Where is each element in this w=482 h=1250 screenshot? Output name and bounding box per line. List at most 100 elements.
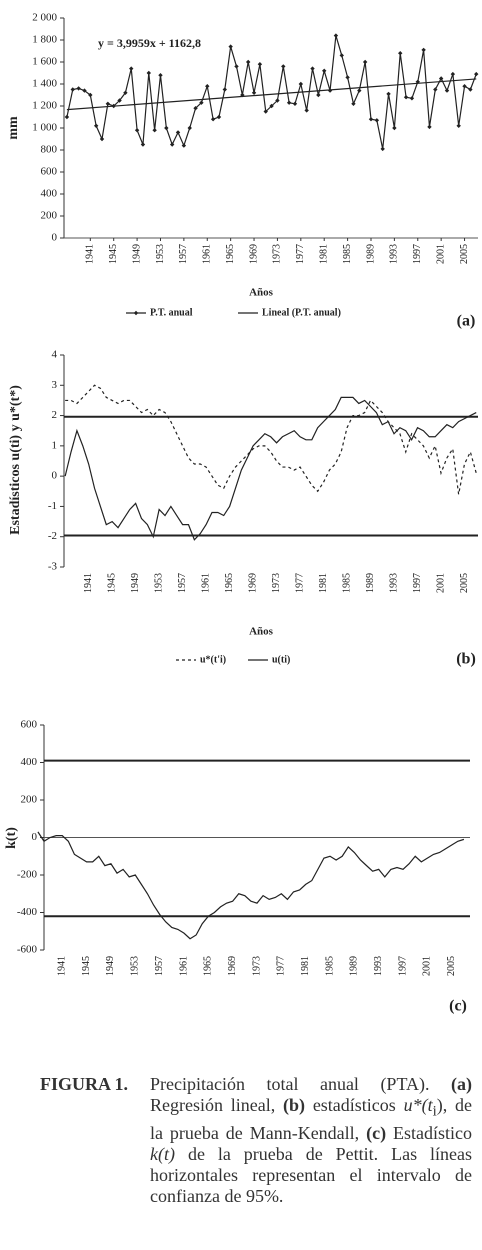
x-tick-label: 1965 <box>225 244 236 264</box>
x-tick-label: 2005 <box>459 244 470 264</box>
point-marker <box>257 62 263 67</box>
caption-label: FIGURA 1. <box>40 1074 129 1094</box>
point-marker <box>117 98 122 103</box>
point-marker <box>438 76 444 81</box>
y-axis-label: mm <box>6 116 21 140</box>
point-marker <box>93 123 99 128</box>
x-tick-label: 1965 <box>203 956 214 976</box>
x-axis-label: Años <box>249 626 274 638</box>
point-marker <box>88 92 93 98</box>
point-marker <box>427 124 432 130</box>
x-tick-label: 1977 <box>294 573 305 593</box>
x-tick-label: 1953 <box>130 956 141 976</box>
legend-label: P.T. anual <box>150 307 193 318</box>
point-marker <box>362 59 368 65</box>
point-marker <box>193 106 198 111</box>
x-tick-label: 1941 <box>83 573 94 593</box>
point-marker <box>345 75 350 80</box>
point-marker <box>129 66 134 71</box>
y-tick-label: -1 <box>48 500 57 512</box>
point-marker <box>222 87 228 92</box>
caption-text: u*(t <box>403 1095 433 1115</box>
point-marker <box>444 88 450 93</box>
x-tick-label: 1993 <box>388 573 399 593</box>
x-tick-label: 1993 <box>389 244 400 264</box>
x-tick-label: 1989 <box>365 244 376 264</box>
y-tick-label: 400 <box>21 756 38 768</box>
x-tick-label: 1957 <box>154 956 165 976</box>
x-tick-label: 1945 <box>81 956 92 976</box>
x-tick-label: 1981 <box>319 244 330 264</box>
x-tick-label: 1965 <box>224 573 235 593</box>
y-tick-label: 1 800 <box>32 34 57 46</box>
x-tick-label: 1985 <box>342 244 353 264</box>
y-tick-label: 2 000 <box>32 12 57 24</box>
x-tick-label: 1989 <box>365 573 376 593</box>
y-tick-label: 0 <box>52 232 58 244</box>
point-marker <box>380 146 385 152</box>
point-marker <box>175 130 181 135</box>
x-tick-label: 2001 <box>422 956 433 976</box>
point-marker <box>105 101 111 106</box>
point-marker <box>316 92 321 98</box>
point-marker <box>99 136 105 142</box>
point-marker <box>304 108 309 113</box>
x-tick-label: 1997 <box>397 956 408 976</box>
point-marker <box>216 114 222 120</box>
legend-label: u(ti) <box>272 654 290 665</box>
x-tick-label: 1961 <box>200 573 211 593</box>
x-tick-label: 1973 <box>271 573 282 593</box>
panel-label: (b) <box>456 651 476 668</box>
x-tick-label: 2005 <box>446 956 457 976</box>
caption-text: estadísticos <box>312 1095 396 1115</box>
point-marker <box>210 117 216 122</box>
legend-label: u*(t'i) <box>200 654 226 665</box>
caption-text: de la prueba de Pettit. Las líneas horiz… <box>150 1143 473 1206</box>
point-marker <box>403 95 409 100</box>
x-tick-label: 2001 <box>435 244 446 264</box>
y-tick-label: 200 <box>41 210 58 222</box>
x-tick-label: 1957 <box>178 244 189 264</box>
series-line <box>66 35 477 150</box>
point-marker <box>228 44 233 49</box>
point-marker <box>164 125 169 131</box>
point-marker <box>462 84 467 89</box>
x-tick-label: 2001 <box>435 573 446 593</box>
x-tick-label: 1941 <box>85 244 96 264</box>
x-tick-label: 1953 <box>155 244 166 264</box>
x-tick-label: 1977 <box>276 956 287 976</box>
x-tick-label: 1973 <box>272 244 283 264</box>
y-tick-label: -200 <box>17 869 38 881</box>
y-tick-label: 4 <box>52 349 58 361</box>
point-marker <box>281 64 286 69</box>
x-tick-label: 1981 <box>318 573 329 593</box>
point-marker <box>421 47 426 53</box>
x-tick-label: 1977 <box>295 244 306 264</box>
x-tick-label: 1981 <box>300 956 311 976</box>
x-tick-label: 1973 <box>251 956 262 976</box>
x-tick-label: 1957 <box>177 573 188 593</box>
x-tick-label: 1993 <box>373 956 384 976</box>
y-tick-label: 1 200 <box>32 100 57 112</box>
point-marker <box>134 128 140 133</box>
point-marker <box>263 109 268 114</box>
x-tick-label: 1961 <box>202 244 213 264</box>
y-tick-label: 3 <box>52 379 58 391</box>
point-marker <box>468 87 473 92</box>
y-tick-label: 0 <box>32 831 38 843</box>
y-tick-label: -2 <box>48 530 57 542</box>
point-marker <box>433 87 438 92</box>
point-marker <box>292 101 298 106</box>
equation: y = 3,9959x + 1162,8 <box>98 36 201 50</box>
panel-label: (a) <box>457 313 476 330</box>
caption-text: i <box>432 1103 437 1120</box>
point-marker <box>275 98 280 103</box>
y-tick-label: 1 <box>52 439 58 451</box>
y-tick-label: 1 400 <box>32 78 57 90</box>
y-tick-label: 200 <box>21 794 38 806</box>
point-marker <box>392 125 397 131</box>
point-marker <box>474 71 479 77</box>
point-marker <box>386 91 391 97</box>
